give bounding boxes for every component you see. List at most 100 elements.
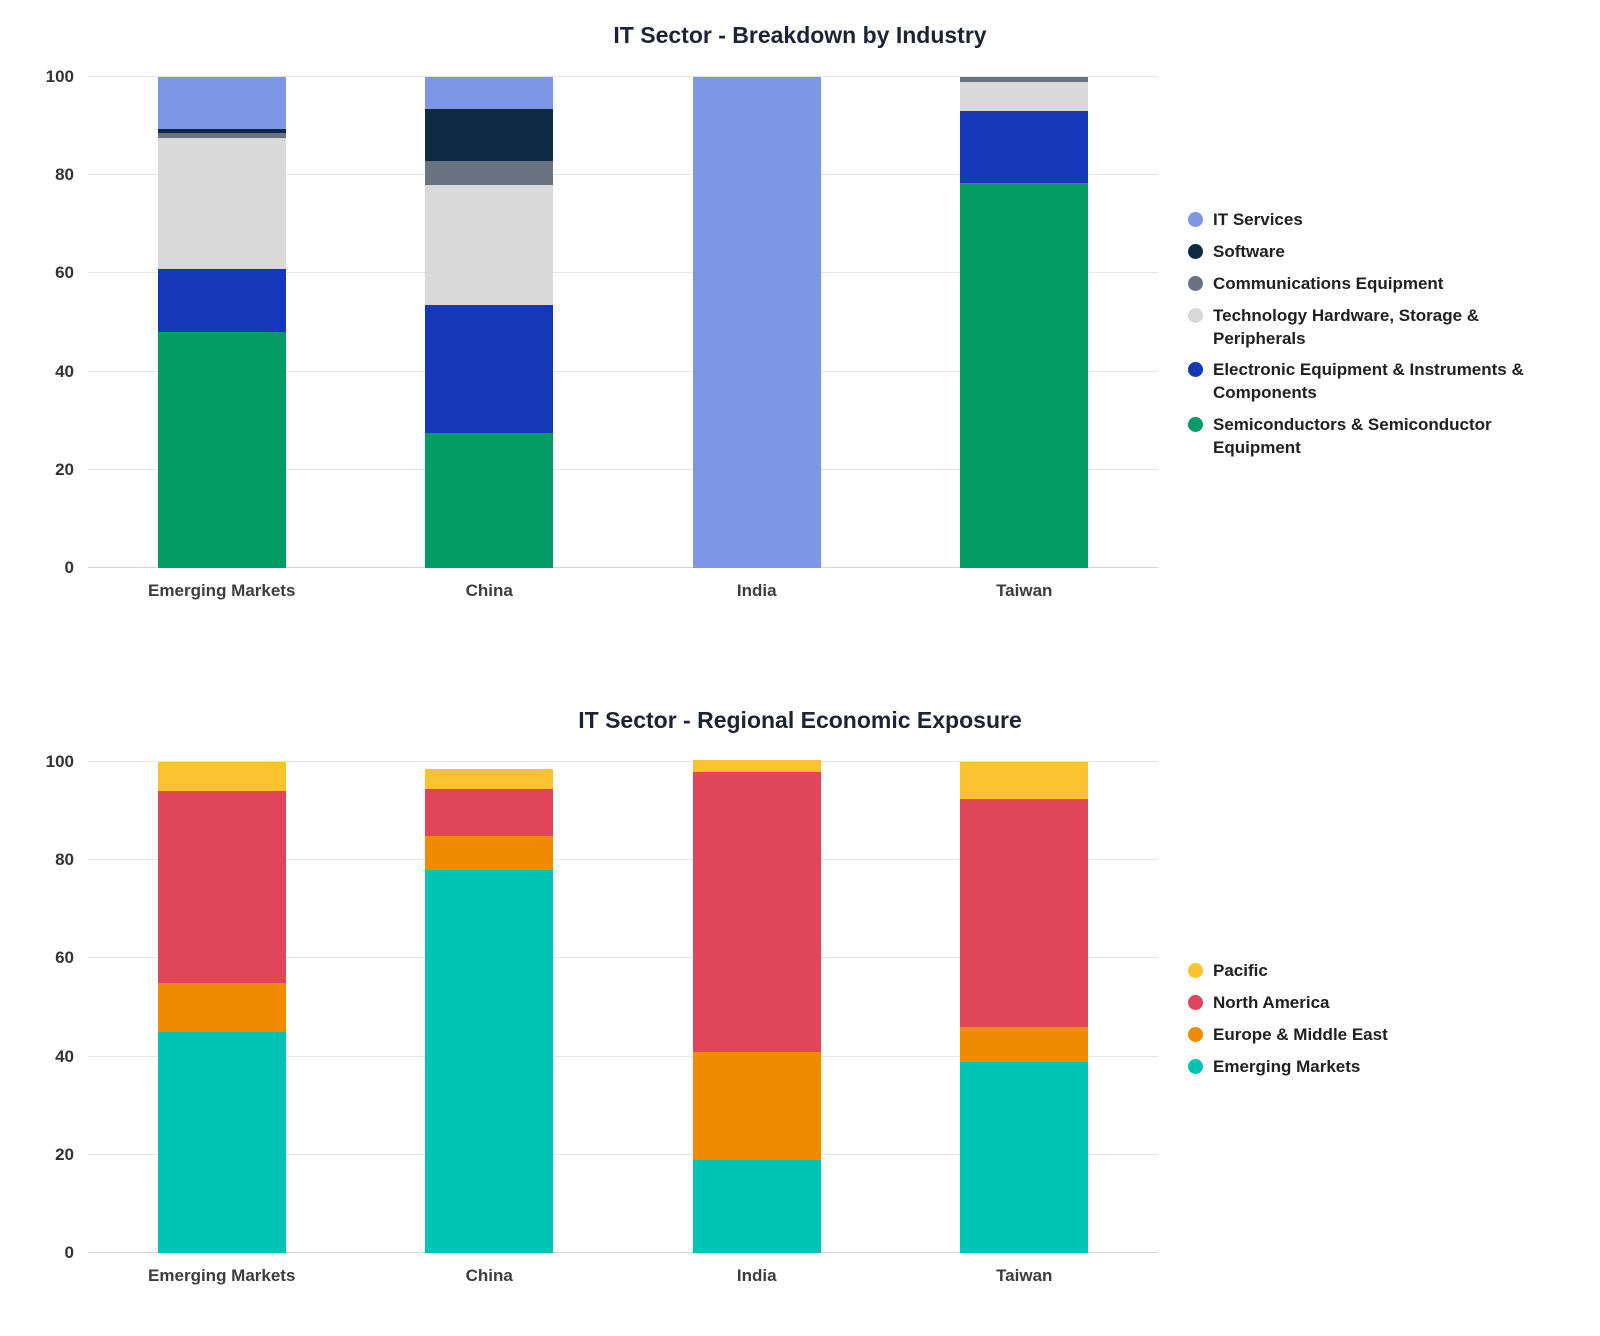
chart-title: IT Sector - Regional Economic Exposure	[578, 707, 1022, 733]
legend-label: Communications Equipment	[1213, 273, 1444, 293]
bar-segment	[157, 268, 286, 333]
gridlines	[88, 761, 1158, 1253]
legend-item: IT Services	[1188, 209, 1600, 232]
bar-segment	[425, 185, 554, 306]
legend-label: IT Services	[1213, 209, 1303, 229]
stacked-bar	[692, 759, 821, 1253]
bar-slot	[623, 77, 891, 568]
y-tick-label: 60	[55, 948, 74, 968]
legend: IT Services Software Communications Equipm…	[1188, 209, 1600, 469]
stacked-bar	[960, 77, 1089, 568]
bar-segment	[157, 332, 286, 568]
legend-label: Emerging Markets	[1213, 1056, 1361, 1076]
legend-label: Pacific	[1213, 961, 1268, 981]
y-tick-label: 20	[55, 1144, 74, 1164]
industry-breakdown-chart: IT Sector - Breakdown by Industry 0 20 40 6…	[18, 22, 1600, 601]
legend-marker-icon	[1188, 243, 1203, 259]
bar-segment	[960, 1061, 1089, 1253]
legend-marker-icon	[1188, 307, 1203, 323]
x-tick-label: India	[736, 581, 777, 600]
y-tick-label: 100	[45, 67, 74, 86]
gridline	[88, 567, 1158, 568]
gridline	[88, 761, 1158, 762]
gridline	[88, 370, 1158, 372]
bar-segment	[692, 77, 821, 568]
legend-item: Emerging Markets	[1188, 1056, 1600, 1079]
bar-segment	[692, 759, 821, 772]
bar-segment	[960, 762, 1089, 799]
y-tick-label: 40	[55, 1046, 74, 1066]
plot-wrap: 0 20 40 60 80 100 Emerging Markets China India T…	[18, 67, 1158, 601]
bar-segment	[692, 1159, 821, 1253]
legend-item: Technology Hardware, Storage & Periphera…	[1188, 305, 1600, 351]
legend-label: Electronic Equipment & Instruments & Com…	[1213, 360, 1524, 403]
x-tick-label: China	[465, 581, 513, 600]
gridline	[88, 76, 1158, 77]
y-tick-label: 40	[55, 361, 74, 381]
y-axis: 0 20 40 60 80 100	[18, 752, 88, 1262]
bar-segment	[960, 81, 1089, 112]
x-tick-label: Taiwan	[996, 1266, 1053, 1285]
chart-row: 0 20 40 60 80 100 Emerging Markets China India T…	[18, 67, 1600, 601]
bar-slot	[88, 77, 356, 568]
y-tick-label: 60	[55, 263, 74, 283]
y-tick-label: 0	[64, 558, 74, 577]
gridline	[88, 859, 1158, 861]
bar-segment	[157, 138, 286, 269]
x-tick-label: Taiwan	[996, 581, 1053, 600]
legend-marker-icon	[1188, 1027, 1203, 1042]
legend-marker-icon	[1188, 995, 1203, 1011]
stacked-bar	[425, 762, 554, 1253]
legend-label: Europe & Middle East	[1213, 1025, 1388, 1044]
gridline	[88, 1055, 1158, 1057]
bar-segment	[157, 982, 286, 1033]
legend-marker-icon	[1188, 362, 1203, 378]
legend-item: Europe & Middle East	[1188, 1024, 1600, 1047]
bar-segment	[425, 108, 554, 161]
legend-marker-icon	[1188, 1058, 1203, 1074]
x-tick-label: Emerging Markets	[148, 581, 296, 600]
bar-segment	[425, 789, 554, 836]
legend-label: Software	[1213, 241, 1285, 261]
x-tick-label: India	[736, 1266, 777, 1285]
gridline	[88, 957, 1158, 959]
y-tick-label: 20	[55, 459, 74, 479]
gridline	[88, 1153, 1158, 1155]
legend-marker-icon	[1188, 963, 1203, 979]
chart-title: IT Sector - Breakdown by Industry	[613, 22, 987, 48]
bar-segment	[960, 77, 1089, 82]
y-axis: 0 20 40 60 80 100	[18, 67, 88, 577]
y-tick-label: 0	[64, 1243, 74, 1262]
legend-item: Electronic Equipment & Instruments & Com…	[1188, 359, 1600, 405]
legend-label: North America	[1213, 993, 1330, 1013]
bar-segment	[425, 305, 554, 433]
bar-segment	[692, 1051, 821, 1160]
legend-marker-icon	[1188, 275, 1203, 291]
bar-segment	[157, 1032, 286, 1253]
stacked-bar	[960, 762, 1089, 1253]
bar-segment	[960, 1027, 1089, 1062]
legend: Pacific North America Europe & Middle East…	[1188, 960, 1600, 1088]
legend-item: Semiconductors & Semiconductor Equipment	[1188, 414, 1600, 460]
legend-label: Semiconductors & Semiconductor Equipment	[1213, 415, 1492, 458]
gridlines	[88, 76, 1158, 568]
stacked-bar	[425, 77, 554, 568]
bar-segment	[157, 77, 286, 129]
bar-segment	[425, 870, 554, 1253]
stacked-bar	[692, 77, 821, 568]
bar-slot	[623, 759, 891, 1253]
bars	[88, 77, 1158, 568]
x-axis: Emerging Markets China India Taiwan	[88, 1266, 1158, 1286]
y-tick-label: 100	[45, 752, 74, 771]
plot-wrap: 0 20 40 60 80 100 Emerging Markets China India T…	[18, 752, 1159, 1286]
bar-segment	[425, 835, 554, 871]
bar-slot	[891, 762, 1159, 1253]
bar-segment	[960, 111, 1089, 183]
bar-segment	[425, 432, 554, 568]
bar-segment	[960, 182, 1089, 568]
x-tick-label: China	[465, 1266, 513, 1285]
gridline	[88, 272, 1158, 274]
bar-slot	[356, 77, 624, 568]
bar-segment	[157, 791, 286, 983]
